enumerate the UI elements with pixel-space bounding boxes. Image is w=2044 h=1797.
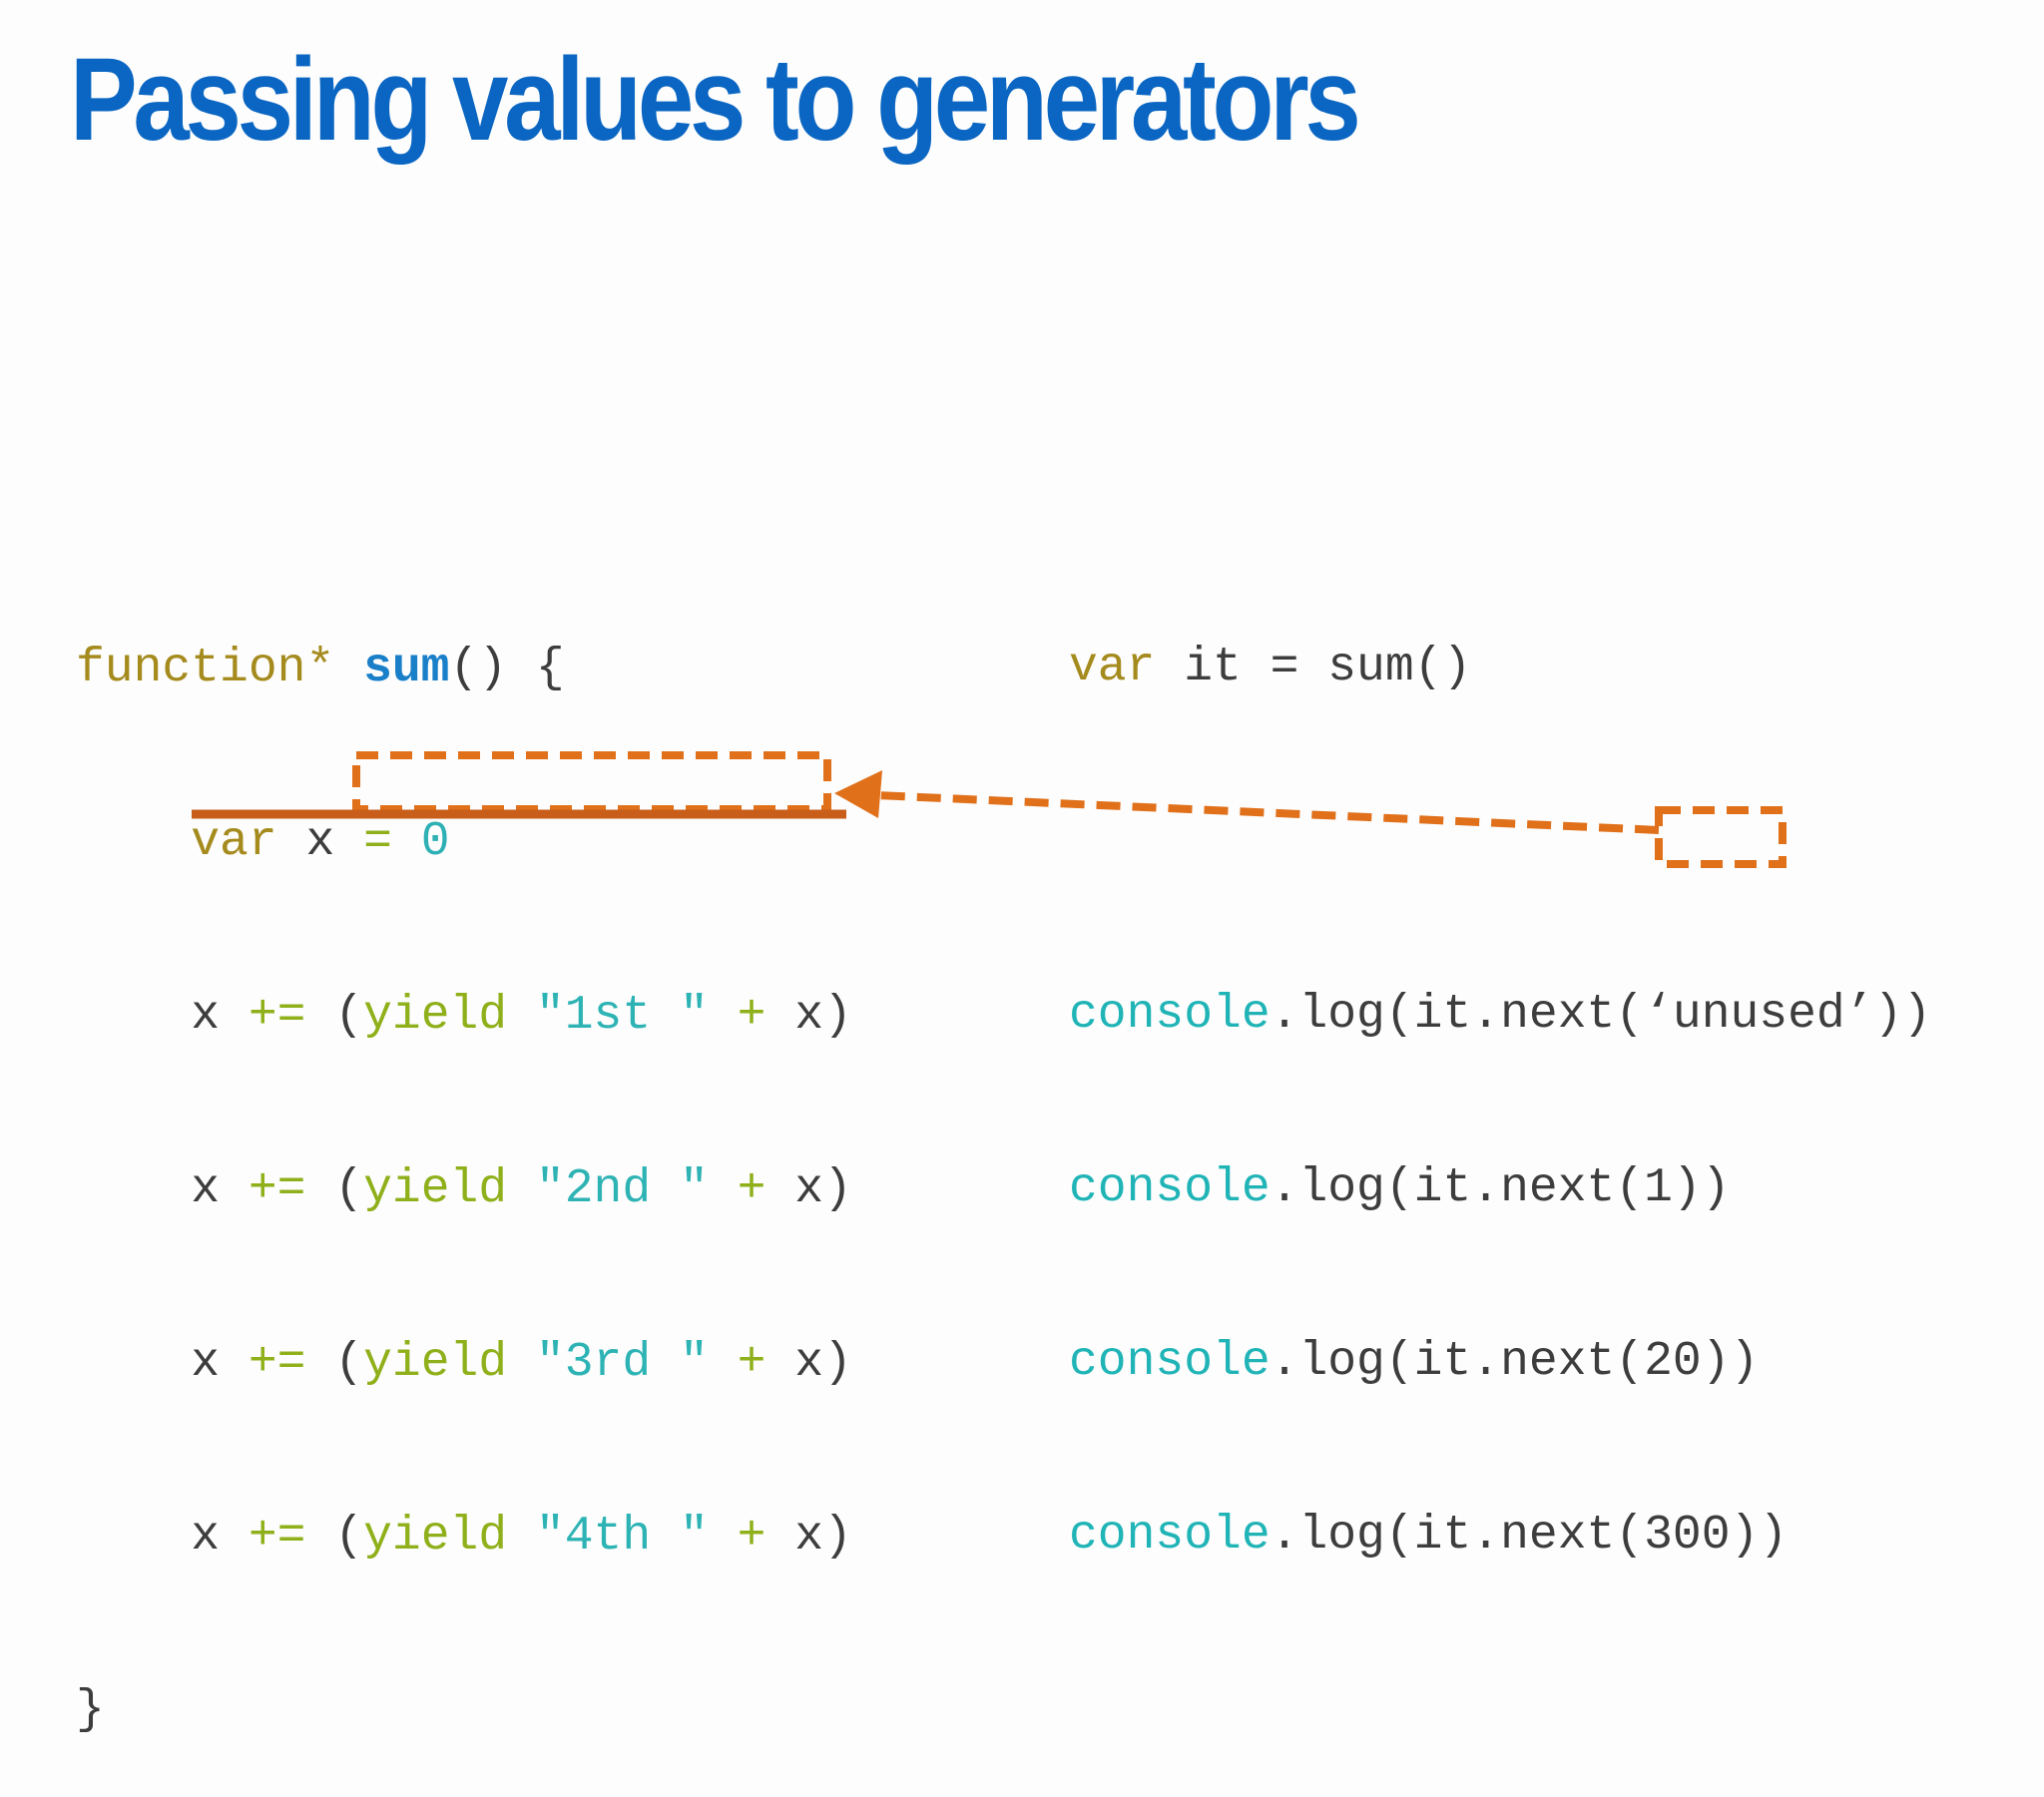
string-literal: "3rd ": [535, 1336, 709, 1390]
keyword-function: function*: [76, 642, 335, 695]
keyword-var: var: [191, 815, 277, 869]
string-literal: "4th ": [535, 1510, 709, 1564]
operator-plus: +: [737, 1336, 766, 1390]
closing-brace: }: [76, 1683, 105, 1737]
keyword-yield: yield: [363, 1336, 508, 1390]
identifier-x: x: [191, 1336, 221, 1390]
paren-open: (: [334, 989, 364, 1043]
paren-open: (: [334, 1162, 364, 1216]
keyword-var: var: [1069, 641, 1156, 694]
code-line-next-1: console.log(it.next(1)): [1069, 1159, 1931, 1217]
code-line-next-300: console.log(it.next(300)): [1069, 1507, 1931, 1565]
code-statement: it = sum(): [1155, 641, 1472, 694]
operator-assign: =: [363, 815, 392, 869]
console-object: console: [1069, 1509, 1271, 1563]
identifier-x: x: [276, 815, 364, 869]
keyword-yield: yield: [363, 1510, 508, 1564]
function-name: sum: [363, 642, 450, 695]
iterator-code-block: var it = sum() console.log(it.next(‘unus…: [1069, 523, 1931, 1622]
code-line-var-it: var it = sum(): [1069, 639, 1931, 696]
code-line-yield-4th: x += (yield "4th " + x): [76, 1508, 852, 1566]
keyword-yield: yield: [363, 1162, 508, 1216]
identifier-x-close: x): [794, 1336, 852, 1390]
code-line-yield-2nd: x += (yield "2nd " + x): [76, 1160, 852, 1218]
code-line-next-unused: console.log(it.next(‘unused’)): [1069, 986, 1931, 1044]
identifier-x-close: x): [794, 1162, 852, 1216]
console-object: console: [1069, 988, 1271, 1042]
code-statement: .log(it.next(1)): [1270, 1161, 1731, 1215]
console-object: console: [1069, 1161, 1271, 1215]
identifier-x-close: x): [794, 989, 852, 1043]
operator-plus-assign: +=: [248, 989, 306, 1043]
operator-plus: +: [737, 1162, 766, 1216]
code-line-closing-brace: }: [76, 1681, 852, 1739]
keyword-yield: yield: [363, 989, 508, 1043]
string-literal: "1st ": [535, 989, 709, 1043]
slide-title: Passing values to generators: [70, 34, 1361, 166]
console-object: console: [1069, 1335, 1271, 1389]
code-statement: .log(it.next(‘unused’)): [1270, 988, 1932, 1042]
identifier-x: x: [191, 989, 221, 1043]
identifier-x: x: [191, 1162, 221, 1216]
code-line-yield-3rd: x += (yield "3rd " + x): [76, 1334, 852, 1392]
operator-plus-assign: +=: [248, 1510, 306, 1564]
code-line-next-20: console.log(it.next(20)): [1069, 1333, 1931, 1391]
code-statement: .log(it.next(300)): [1270, 1509, 1788, 1563]
string-literal: "2nd ": [535, 1162, 709, 1216]
code-line-function-decl: function* sum() {: [76, 640, 852, 697]
operator-plus: +: [737, 989, 766, 1043]
identifier-x-close: x): [794, 1510, 852, 1564]
code-line-blank: [1069, 812, 1931, 870]
generator-code-block: function* sum() { var x = 0 x += (yield …: [76, 524, 852, 1797]
indent: [76, 1162, 191, 1216]
code-line-var-x: var x = 0: [76, 813, 852, 871]
paren-open: (: [334, 1336, 364, 1390]
code-statement: .log(it.next(20)): [1270, 1335, 1760, 1389]
operator-plus: +: [737, 1510, 766, 1564]
indent: [76, 1510, 191, 1564]
operator-plus-assign: +=: [248, 1162, 306, 1216]
number-literal: 0: [420, 815, 450, 869]
code-punctuation: () {: [449, 642, 565, 695]
indent: [76, 989, 191, 1043]
indent: [76, 815, 191, 869]
operator-plus-assign: +=: [248, 1336, 306, 1390]
identifier-x: x: [191, 1510, 221, 1564]
code-line-yield-1st: x += (yield "1st " + x): [76, 987, 852, 1045]
paren-open: (: [334, 1510, 364, 1564]
indent: [76, 1336, 191, 1390]
